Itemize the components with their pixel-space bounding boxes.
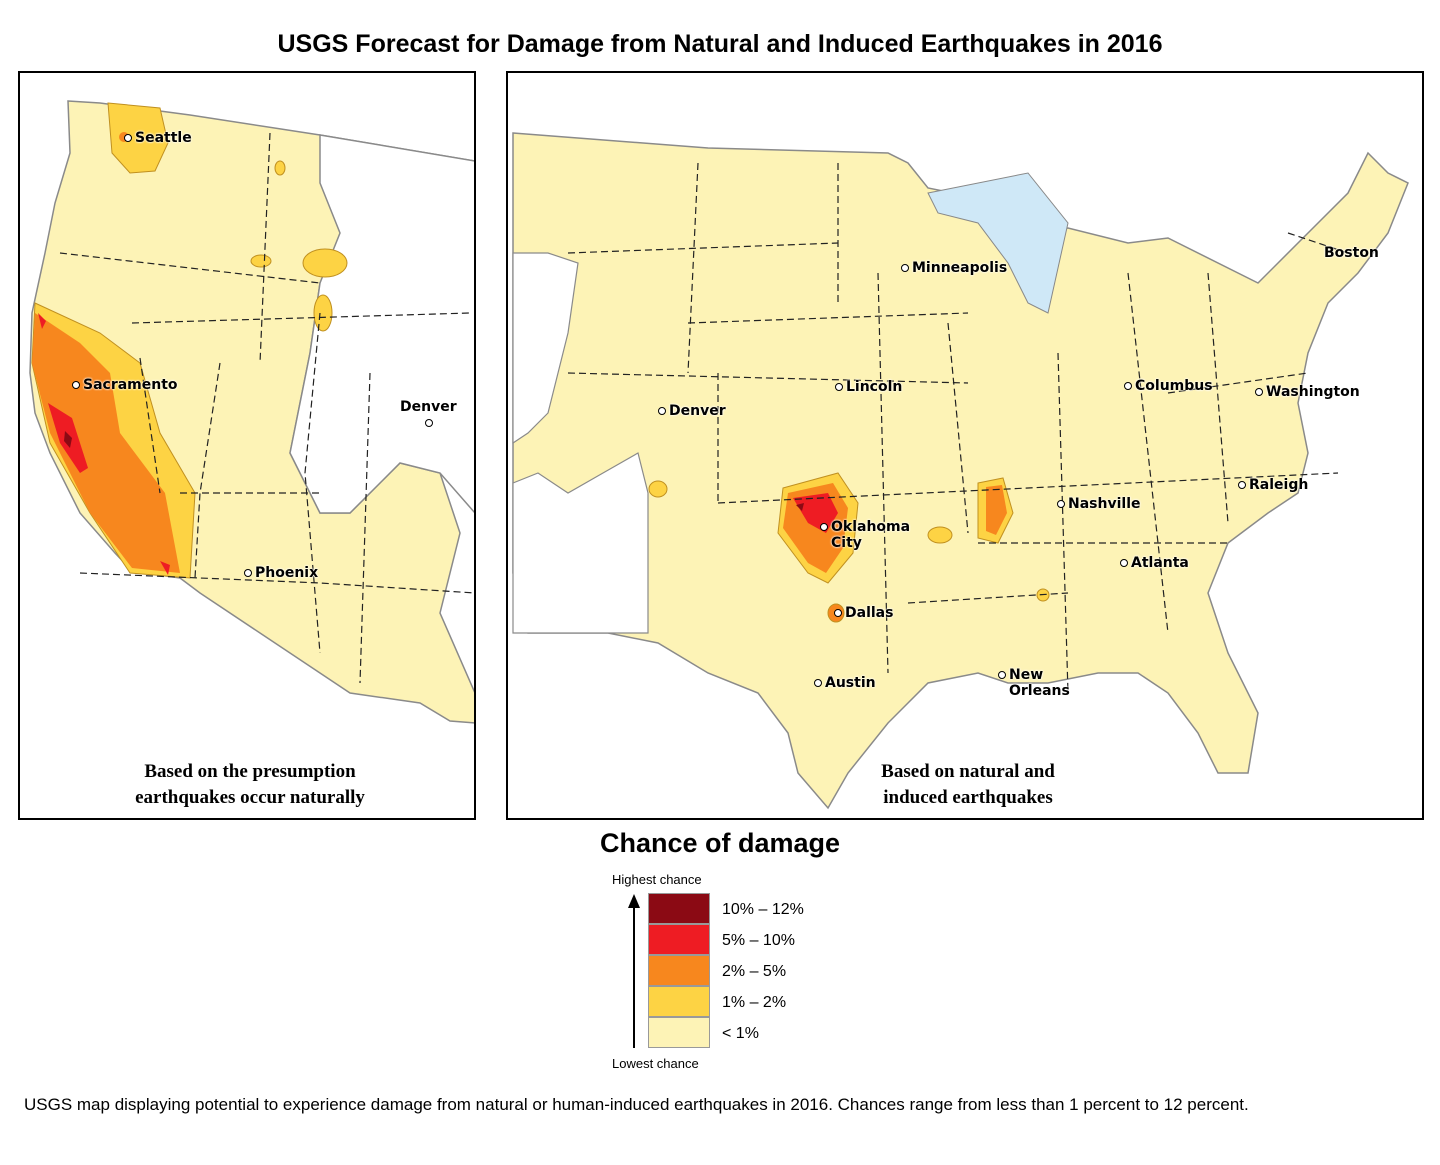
city-minneapolis: Minneapolis [901, 260, 1007, 276]
legend-swatch-1-2 [648, 986, 710, 1017]
legend-highest-label: Highest chance [612, 872, 702, 887]
city-oklahoma-city: Oklahoma City [820, 519, 910, 551]
city-boston: Boston [1324, 245, 1379, 261]
city-lincoln: Lincoln [835, 379, 902, 395]
city-denver-right: Denver [658, 403, 726, 419]
legend-label-10-12: 10% – 12% [722, 901, 804, 918]
legend-label-5-10: 5% – 10% [722, 932, 795, 949]
legend-swatch-5-10 [648, 924, 710, 955]
natural-and-induced-earthquakes-map-panel: Minneapolis Boston Lincoln Columbus Wash… [506, 71, 1424, 820]
legend-label-under-1: < 1% [722, 1025, 759, 1042]
legend-label-2-5: 2% – 5% [722, 963, 787, 980]
legend-arrow-icon [628, 894, 640, 1048]
city-new-orleans: New Orleans [998, 667, 1070, 699]
unshaded-area [289, 134, 474, 514]
city-dallas: Dallas [834, 605, 893, 621]
city-atlanta: Atlanta [1120, 555, 1189, 571]
legend-lowest-label: Lowest chance [612, 1056, 699, 1071]
western-us-map [29, 100, 474, 724]
city-nashville: Nashville [1057, 496, 1140, 512]
new-madrid-2-5-zone [986, 485, 1007, 535]
footnote: USGS map displaying potential to experie… [24, 1095, 1249, 1114]
california-10-12-zone [64, 431, 72, 448]
city-washington: Washington [1255, 384, 1360, 400]
city-seattle: Seattle [124, 130, 192, 146]
unshaded-new-mexico [512, 452, 649, 634]
continental-us-land [512, 132, 1409, 810]
oklahoma-10-12-zone [796, 503, 804, 511]
oklahoma-5-10-zone [793, 493, 838, 533]
city-denver-marker [425, 415, 436, 431]
city-raleigh: Raleigh [1238, 477, 1308, 493]
city-austin: Austin [814, 675, 876, 691]
legend-title: Chance of damage [599, 828, 841, 858]
city-phoenix: Phoenix [244, 565, 318, 581]
city-sacramento: Sacramento [72, 377, 178, 393]
seattle-hazard-zone [107, 102, 169, 174]
california-2-5-zone [32, 313, 180, 573]
natural-earthquakes-map-panel: Seattle Sacramento Denver Phoenix Based … [18, 71, 476, 820]
continental-us-map [512, 132, 1409, 810]
unshaded-southwest [512, 252, 579, 445]
legend-swatch-2-5 [648, 955, 710, 986]
left-panel-caption: Based on the presumption earthquakes occ… [135, 761, 365, 808]
legend-label-1-2: 1% – 2% [722, 994, 787, 1011]
great-lakes [927, 172, 1069, 314]
city-denver: Denver [400, 399, 457, 415]
legend-swatch-under-1 [648, 1017, 710, 1048]
city-columbus: Columbus [1124, 378, 1213, 394]
map-title: USGS Forecast for Damage from Natural an… [277, 30, 1163, 58]
right-panel-caption: Based on natural and induced earthquakes [881, 761, 1055, 808]
legend-swatch-10-12 [648, 893, 710, 924]
